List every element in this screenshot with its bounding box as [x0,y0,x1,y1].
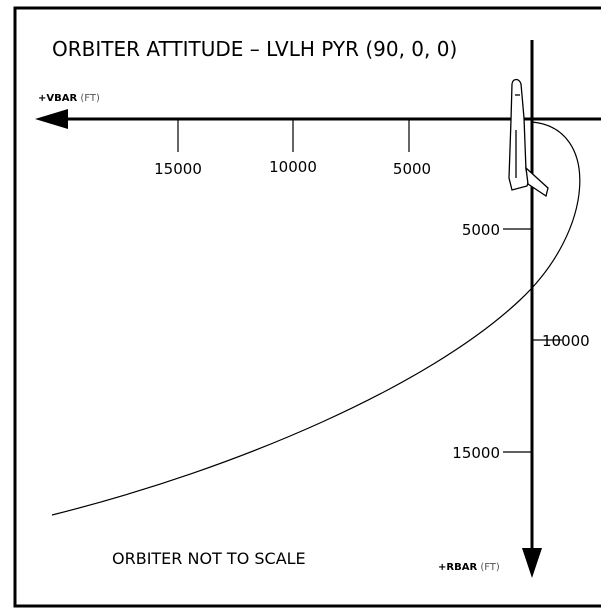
rbar-label: +RBAR (FT) [438,562,500,573]
note: ORBITER NOT TO SCALE [112,549,306,568]
tick-label: 10000 [269,158,317,176]
tick-label: 15000 [452,444,500,462]
tick-label: 15000 [154,160,202,178]
tick-label: 5000 [462,221,500,239]
frame [13,6,601,608]
title: ORBITER ATTITUDE – LVLH PYR (90, 0, 0) [52,37,457,61]
tick-label: 10000 [542,332,590,350]
vbar-label: +VBAR (FT) [38,93,100,104]
tick-label: 5000 [393,160,431,178]
orbiter [508,78,549,198]
vbar-arrow [35,109,68,129]
rbar-arrow [522,548,542,578]
trajectory [51,121,581,516]
